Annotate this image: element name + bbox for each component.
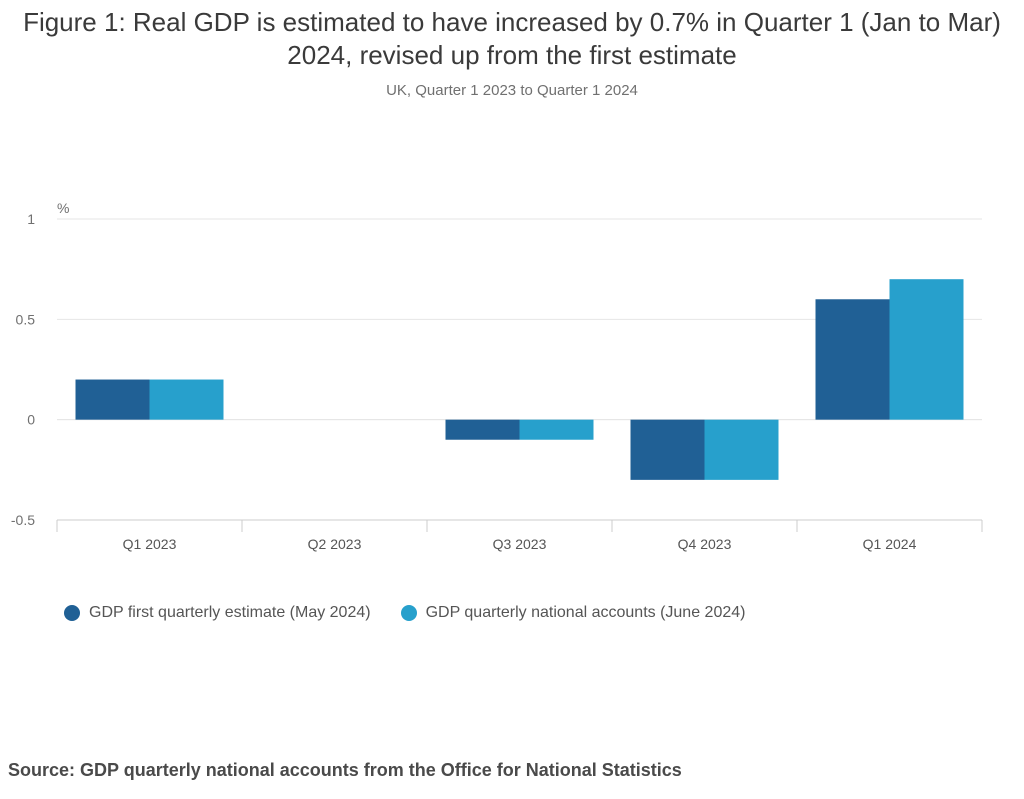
- x-tick-label: Q4 2023: [678, 536, 732, 552]
- legend-swatch-national-accounts: [400, 605, 417, 621]
- bar: [445, 419, 520, 440]
- bars: [75, 279, 964, 480]
- chart-subtitle: UK, Quarter 1 2023 to Quarter 1 2024: [386, 82, 638, 99]
- legend-label-national-accounts: GDP quarterly national accounts (June 20…: [425, 604, 746, 621]
- bar: [630, 419, 705, 480]
- x-tick-label: Q2 2023: [308, 536, 362, 552]
- legend-swatch-first-estimate: [64, 605, 80, 621]
- y-axis-label: %: [57, 200, 69, 216]
- bar: [889, 279, 964, 420]
- bar: [704, 419, 779, 480]
- bar: [815, 299, 890, 420]
- x-tick-label: Q3 2023: [493, 536, 547, 552]
- bar-chart: 1 0.5 0 -0.5% Q1 2023 Q2 2023 Q3 2023 Q4 2023 Q1…: [11, 200, 983, 552]
- legend-item-national-accounts[interactable]: GDP quarterly national accounts (June 20…: [400, 604, 746, 622]
- bar: [75, 379, 150, 420]
- legend-item-first-estimate[interactable]: GDP first quarterly estimate (May 2024): [64, 604, 371, 622]
- y-tick-label: 0.5: [16, 311, 36, 327]
- x-tick-label: Q1 2023: [123, 536, 177, 552]
- axes: 1 0.5 0 -0.5% Q1 2023 Q2 2023 Q3 2023 Q4 2023 Q1…: [11, 200, 983, 552]
- x-tick-label: Q1 2024: [863, 536, 917, 552]
- legend-label-first-estimate: GDP first quarterly estimate (May 2024): [89, 604, 371, 621]
- bar: [519, 419, 594, 440]
- legend: GDP first quarterly estimate (May 2024) …: [64, 604, 775, 622]
- y-tick-label: -0.5: [11, 512, 35, 528]
- chart-title: Figure 1: Real GDP is estimated to have …: [23, 7, 1001, 70]
- y-tick-label: 0: [27, 412, 35, 428]
- y-tick-label: 1: [27, 211, 35, 227]
- source-note: Source: GDP quarterly national accounts …: [8, 760, 682, 780]
- bar: [149, 379, 224, 420]
